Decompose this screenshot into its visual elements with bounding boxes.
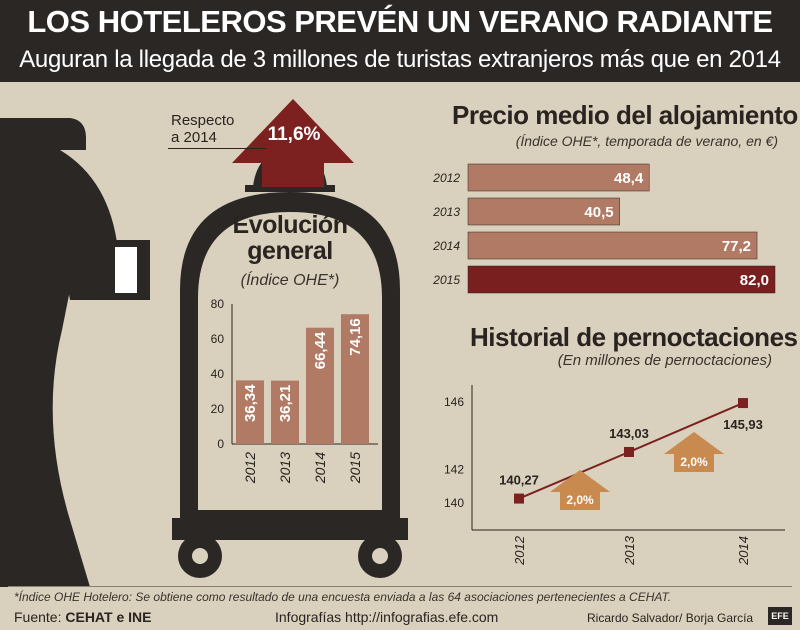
bar [467,197,620,226]
growth-arrow-icon [664,432,724,472]
point-value-label: 143,03 [609,426,649,441]
bar [467,265,776,294]
y-tick-label: 60 [211,332,225,346]
growth-arrow-icon [550,470,610,510]
footer-divider [8,586,792,587]
growth-label: 2,0% [680,455,708,469]
evolucion-title-line1: Evolución [232,211,348,239]
bar [236,380,264,444]
point-value-label: 140,27 [499,473,539,488]
bar-value-label: 77,2 [722,238,751,255]
y-tick-label: 80 [211,297,225,311]
category-label: 2015 [432,273,460,287]
page-subtitle: Auguran la llegada de 3 millones de turi… [19,46,781,73]
agency-logo: EFE [768,607,792,625]
evolucion-title-line2: general [247,237,333,265]
data-point [514,493,524,504]
growth-label-line1: Respecto [171,112,235,129]
category-label: 2013 [432,205,460,219]
precio-chart: 2012 48,4 2013 40,5 2014 77,2 2015 82,0 [432,163,776,294]
data-point [624,446,634,457]
source-prefix: Fuente: [14,609,66,625]
x-tick-label: 2013 [622,535,637,566]
source: Fuente: CEHAT e INE [14,609,151,625]
bar-value-label: 40,5 [584,204,613,221]
category-label: 2014 [432,239,460,253]
bar-value-label: 36,34 [242,384,259,422]
evolucion-chart: 0 20 40 60 80 36,34 2012 36,21 2013 66,44 2014 74,1… [211,297,378,484]
growth-label: 2,0% [566,493,594,507]
x-tick-label: 2012 [242,452,258,484]
x-tick-label: 2015 [347,452,363,484]
x-tick-label: 2012 [512,535,527,566]
bar [467,231,758,260]
title-band [0,0,800,82]
up-arrow-icon [232,99,354,187]
growth-value: 11,6% [267,124,321,145]
bar [341,314,369,444]
x-tick-label: 2013 [277,452,293,484]
x-tick-label: 2014 [736,536,751,566]
web-link[interactable]: Infografías http://infografias.efe.com [275,609,499,625]
precio-subtitle: (Índice OHE*, temporada de verano, en €) [515,133,778,149]
historial-title: Historial de pernoctaciones [470,322,798,352]
growth-label-line2: a 2014 [171,129,217,146]
bar-value-label: 82,0 [740,272,769,289]
historial-chart: 140 142 146 2,0% 2,0% 140,27 2012 143,03 2013 145… [444,385,785,566]
evolucion-title: Evolución general [210,212,370,264]
bar [271,380,299,444]
footnote: *Índice OHE Hotelero: Se obtiene como re… [14,590,672,604]
bar-value-label: 48,4 [614,170,644,187]
x-tick-label: 2014 [312,452,328,484]
y-tick-label: 140 [444,496,464,510]
y-tick-label: 146 [444,395,464,409]
historial-subtitle: (En millones de pernoctaciones) [557,352,772,369]
y-tick-label: 20 [211,402,225,416]
y-tick-label: 0 [217,437,224,451]
bar [467,163,650,192]
y-tick-label: 40 [211,367,225,381]
bar-value-label: 74,16 [347,318,364,356]
growth-label-underline [168,148,266,149]
bar-value-label: 36,21 [277,385,294,423]
point-value-label: 145,93 [723,417,763,432]
growth-label: Respecto a 2014 [171,112,234,146]
page-title: LOS HOTELEROS PREVÉN UN VERANO RADIANTE [27,4,773,39]
bellhop-silhouette-icon [0,118,150,587]
data-point [738,398,748,409]
precio-title: Precio medio del alojamiento [452,100,798,130]
bar-value-label: 66,44 [312,331,329,369]
y-tick-label: 142 [444,462,464,476]
authors: Ricardo Salvador/ Borja García [587,611,754,625]
bar [306,327,334,444]
source-name: CEHAT e INE [65,609,152,625]
evolucion-subtitle: (Índice OHE*) [240,272,340,289]
category-label: 2012 [432,171,460,185]
